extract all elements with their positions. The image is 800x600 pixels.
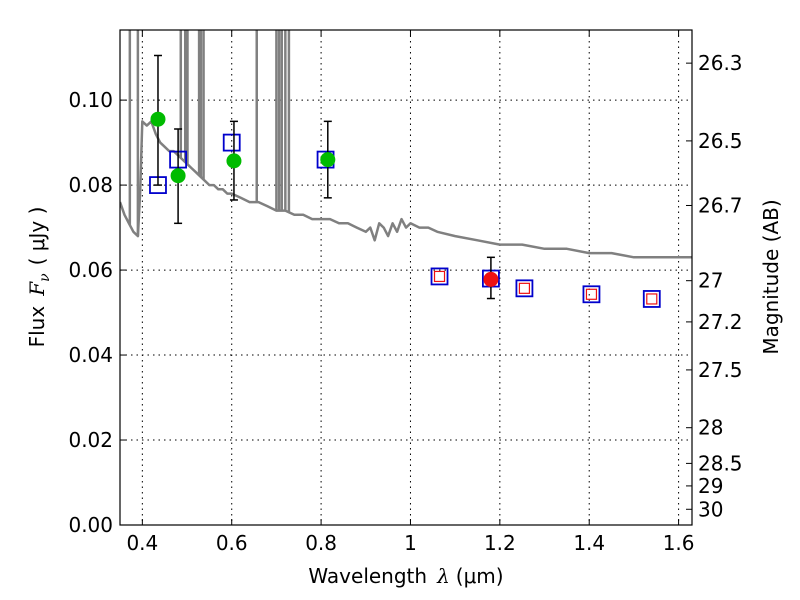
model-flux-square xyxy=(430,267,449,286)
model-flux-inner-square xyxy=(433,270,446,283)
observed-nir-point xyxy=(483,271,499,287)
x-tick-label: 1.6 xyxy=(663,531,695,555)
y-tick-label: 0.08 xyxy=(68,173,113,197)
mag-tick-label: 26.3 xyxy=(698,51,743,75)
axes-frame xyxy=(119,29,693,526)
y-tick-label: 0.02 xyxy=(68,428,113,452)
mag-tick-label: 27.5 xyxy=(698,358,743,382)
mag-tick-label: 28.5 xyxy=(698,451,743,475)
mag-tick-label: 26.5 xyxy=(698,129,743,153)
x-tick-label: 1 xyxy=(404,531,417,555)
observed-optical-point xyxy=(226,153,242,169)
mag-tick-label: 27.2 xyxy=(698,310,743,334)
mag-tick-label: 29 xyxy=(698,474,723,498)
mag-tick-label: 27 xyxy=(698,269,723,293)
x-tick-label: 1.2 xyxy=(484,531,516,555)
x-tick-label: 1.4 xyxy=(573,531,605,555)
model-flux-inner-square xyxy=(646,293,658,305)
mag-tick-label: 26.7 xyxy=(698,193,743,217)
y-axis-title: FluxFν( μJy ) xyxy=(25,207,53,348)
y-tick-label: 0.04 xyxy=(68,343,113,367)
y-tick-label: 0.10 xyxy=(68,88,113,112)
model-flux-square xyxy=(642,290,661,308)
y-tick-label: 0.06 xyxy=(68,258,113,282)
plot-frame xyxy=(119,29,693,526)
y-tick-label: 0.00 xyxy=(68,513,113,537)
x-tick-label: 0.8 xyxy=(305,531,337,555)
grid-lines xyxy=(120,30,692,526)
x-axis-title: Wavelength λ (μm) xyxy=(308,564,503,588)
mag-tick-label: 28 xyxy=(698,416,723,440)
model-flux-square xyxy=(515,279,534,298)
observed-optical-point xyxy=(170,168,186,184)
marker-layer xyxy=(149,54,661,308)
model-sed-line xyxy=(120,120,692,259)
observed-optical-point xyxy=(150,111,166,127)
x-tick-label: 0.4 xyxy=(126,531,158,555)
observed-optical-point xyxy=(320,152,336,168)
mag-tick-label: 30 xyxy=(698,497,723,521)
model-sed-layer xyxy=(120,30,692,259)
tick-layer: 0.4 0.6 0.8 1 1.2 1.4 1.6 0.00 0.02 0.04 0.06 0.08 0… xyxy=(68,30,743,555)
model-flux-square xyxy=(582,285,601,304)
right-axis-title: Magnitude (AB) xyxy=(759,199,783,354)
model-flux-inner-square xyxy=(585,288,598,300)
model-flux-square xyxy=(222,133,241,152)
model-flux-inner-square xyxy=(518,282,531,294)
x-tick-label: 0.6 xyxy=(216,531,248,555)
